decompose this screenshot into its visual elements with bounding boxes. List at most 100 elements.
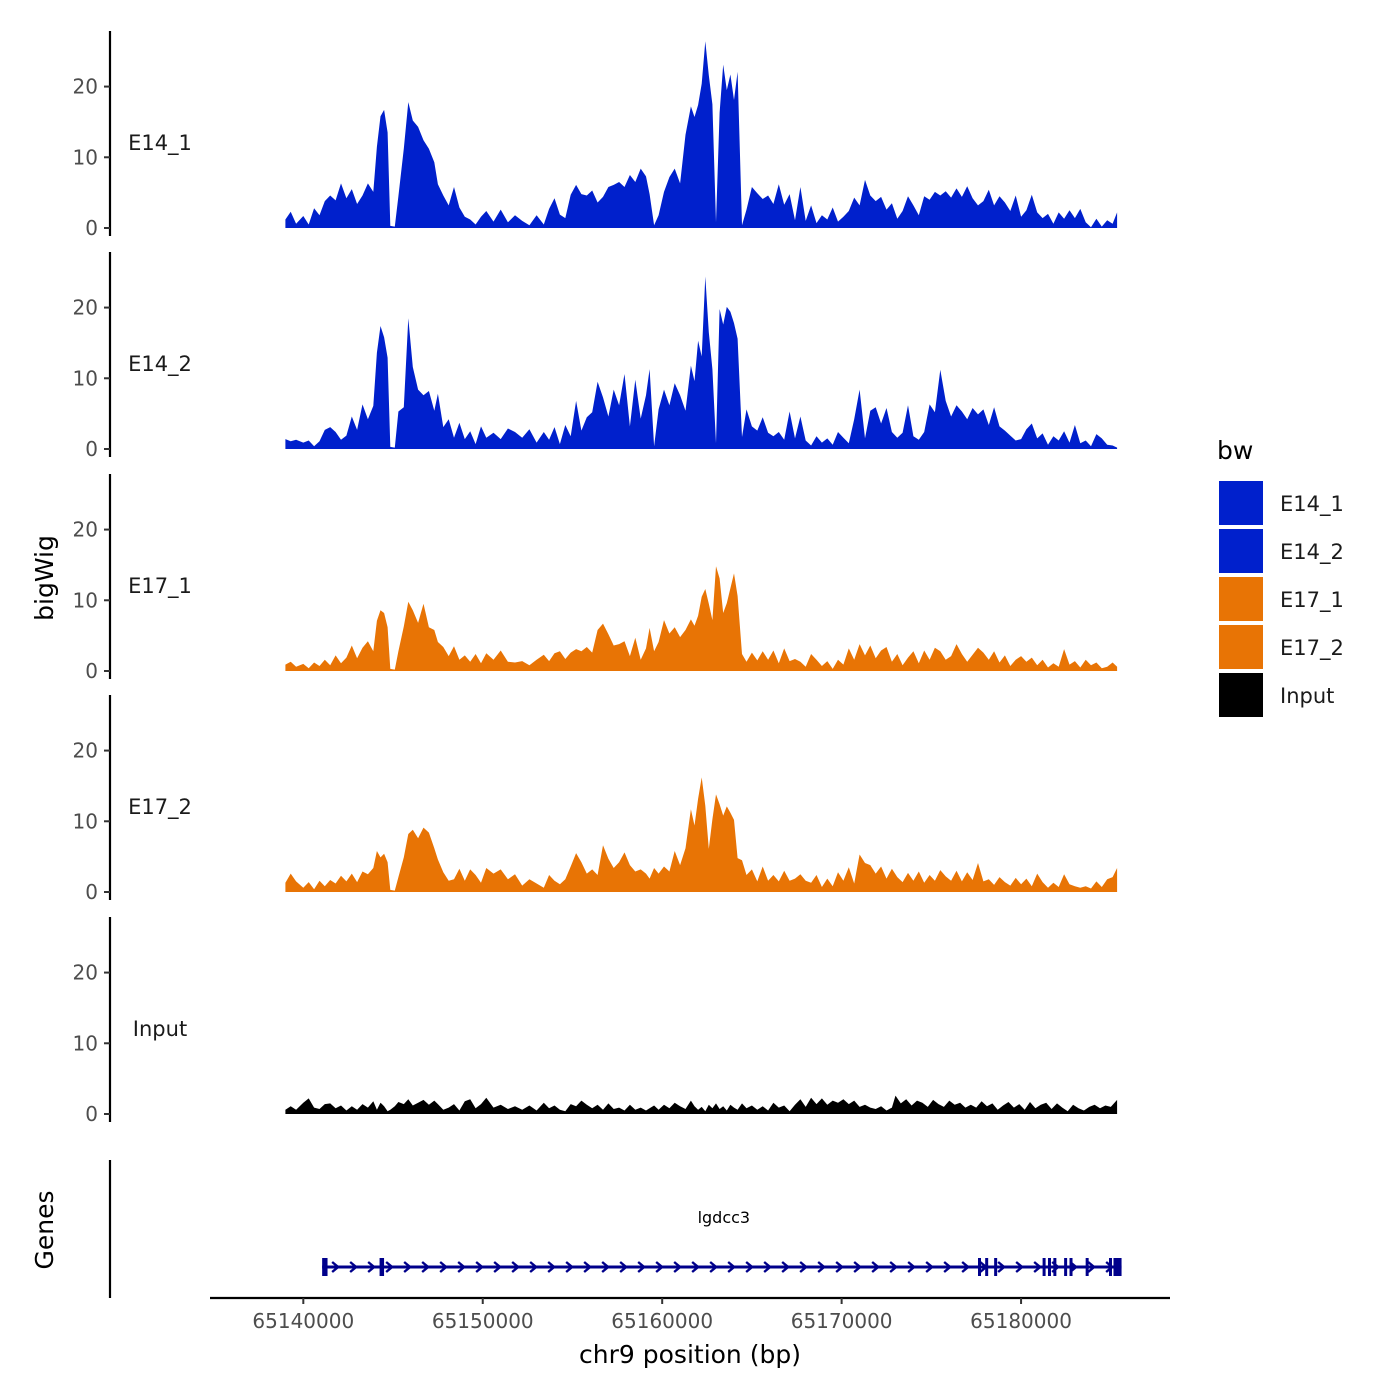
x-tick-label: 65180000 <box>970 1309 1072 1333</box>
x-axis-title: chr9 position (bp) <box>579 1340 801 1369</box>
strand-arrow <box>817 1261 827 1273</box>
strand-arrow <box>439 1261 449 1273</box>
strand-arrow <box>1033 1261 1043 1273</box>
gene-exon <box>978 1258 981 1276</box>
gene-exon <box>1053 1258 1057 1276</box>
gene-lgdcc3: lgdcc3 <box>322 1208 1122 1276</box>
gene-exon <box>994 1258 998 1276</box>
y-tick-label: 20 <box>73 739 98 763</box>
x-tick-label: 65160000 <box>611 1309 713 1333</box>
track-label: Input <box>133 1017 187 1041</box>
legend-swatch-e14-2 <box>1217 527 1265 575</box>
strand-arrow <box>961 1261 971 1273</box>
x-tick-label: 65170000 <box>791 1309 893 1333</box>
legend-label: E17_1 <box>1280 588 1344 613</box>
strand-arrow <box>547 1261 557 1273</box>
gene-exon <box>1064 1258 1068 1276</box>
y-tick-label: 0 <box>85 880 98 904</box>
track-label: E14_2 <box>128 352 192 377</box>
y-tick-label: 10 <box>73 588 98 612</box>
tracks-layer: 0 10 20 E14_1 0 10 20 E14_2 0 10 20 E17_1 0 10 20 E17_2… <box>73 31 1118 1126</box>
strand-arrow <box>853 1261 863 1273</box>
legend-swatch-e17-1 <box>1217 575 1265 623</box>
legend-label: E14_2 <box>1280 540 1344 565</box>
strand-arrow <box>601 1261 611 1273</box>
strand-arrow <box>835 1261 845 1273</box>
y-tick-label: 10 <box>73 366 98 390</box>
strand-arrow <box>997 1261 1007 1273</box>
y-tick-label: 0 <box>85 437 98 461</box>
strand-arrow <box>331 1261 341 1273</box>
gene-label: lgdcc3 <box>698 1208 751 1227</box>
track-label: E17_2 <box>128 795 192 820</box>
x-tick-label: 65150000 <box>432 1309 534 1333</box>
y-axis-title: bigWig <box>30 535 59 621</box>
genes-axis-title: Genes <box>30 1190 59 1269</box>
y-tick-label: 0 <box>85 1102 98 1126</box>
y-tick-label: 10 <box>73 145 98 169</box>
strand-arrow <box>385 1261 395 1273</box>
legend-label: E17_2 <box>1280 636 1344 661</box>
strand-arrow <box>889 1261 899 1273</box>
signal-area-e17-2 <box>285 777 1118 892</box>
strand-arrow <box>655 1261 665 1273</box>
strand-arrow <box>691 1261 701 1273</box>
gene-exon <box>1047 1258 1051 1276</box>
track-panel-e17-2: 0 10 20 E17_2 <box>73 695 1118 904</box>
strand-arrow <box>925 1261 935 1273</box>
track-panel-e14-2: 0 10 20 E14_2 <box>73 252 1118 461</box>
strand-arrow <box>1087 1261 1097 1273</box>
strand-arrow <box>943 1261 953 1273</box>
gene-exon <box>1042 1258 1046 1276</box>
y-tick-label: 20 <box>73 296 98 320</box>
x-axis: 65140000 65150000 65160000 65170000 65180000 <box>210 1296 1170 1333</box>
strand-arrow <box>583 1261 593 1273</box>
gene-exon <box>1108 1258 1112 1276</box>
strand-arrow <box>781 1261 791 1273</box>
y-tick-label: 0 <box>85 659 98 683</box>
strand-arrow <box>709 1261 719 1273</box>
strand-arrow <box>493 1261 503 1273</box>
strand-arrow <box>403 1261 413 1273</box>
track-panel-input: 0 10 20 Input <box>73 917 1118 1126</box>
gene-exon <box>1085 1258 1089 1276</box>
strand-arrow <box>349 1261 359 1273</box>
strand-arrow <box>421 1261 431 1273</box>
strand-arrow <box>1015 1261 1025 1273</box>
y-tick-label: 20 <box>73 75 98 99</box>
gene-exon <box>1113 1258 1122 1276</box>
gene-exon <box>985 1258 989 1276</box>
genes-panel: lgdcc3 <box>108 1160 1122 1298</box>
legend-label: E14_1 <box>1280 492 1344 517</box>
gene-exon <box>379 1258 385 1276</box>
strand-arrow <box>1105 1261 1115 1273</box>
strand-arrow <box>673 1261 683 1273</box>
legend-title: bw <box>1217 436 1253 465</box>
x-tick-label: 65140000 <box>252 1309 354 1333</box>
strand-arrow <box>727 1261 737 1273</box>
strand-arrow <box>619 1261 629 1273</box>
strand-arrow <box>799 1261 809 1273</box>
strand-arrow <box>367 1261 377 1273</box>
gene-exon <box>322 1258 328 1276</box>
track-panel-e14-1: 0 10 20 E14_1 <box>73 31 1118 240</box>
strand-arrow <box>907 1261 917 1273</box>
legend-swatch-e17-2 <box>1217 623 1265 671</box>
strand-arrow <box>457 1261 467 1273</box>
legend-swatch-input <box>1217 671 1265 719</box>
y-tick-label: 20 <box>73 518 98 542</box>
strand-arrow <box>475 1261 485 1273</box>
gene-exon <box>1069 1258 1073 1276</box>
strand-arrow <box>871 1261 881 1273</box>
strand-arrow <box>511 1261 521 1273</box>
track-label: E14_1 <box>128 131 192 156</box>
signal-area-e14-2 <box>285 276 1118 449</box>
signal-area-e17-1 <box>285 566 1118 671</box>
y-tick-label: 0 <box>85 216 98 240</box>
strand-arrow <box>637 1261 647 1273</box>
strand-arrow <box>763 1261 773 1273</box>
legend-swatch-e14-1 <box>1217 479 1265 527</box>
signal-area-input <box>285 1095 1118 1114</box>
legend-label: Input <box>1280 684 1334 708</box>
track-panel-e17-1: 0 10 20 E17_1 <box>73 474 1118 683</box>
